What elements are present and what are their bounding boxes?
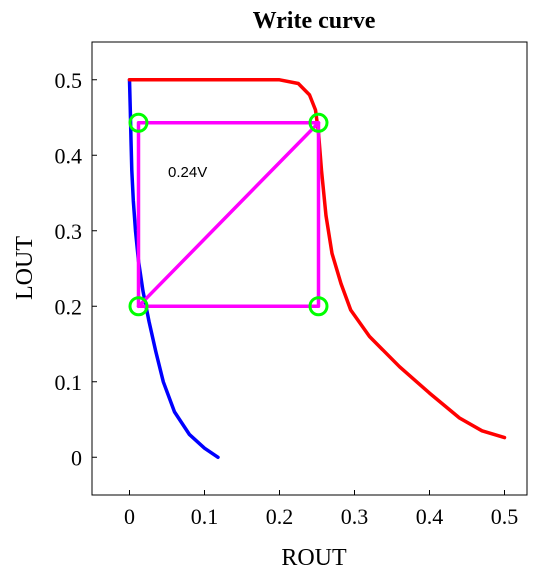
series-line-red-curve: [127, 78, 507, 440]
voltage-annotation: 0.24V: [168, 164, 207, 181]
x-tick-label: 0.5: [491, 504, 519, 529]
plot-area-frame: [91, 41, 528, 496]
series-line-magenta-diagonal: [136, 121, 321, 309]
y-tick-label: 0.2: [55, 294, 83, 319]
y-axis-label: LOUT: [12, 236, 38, 300]
intersection-marker: [308, 112, 329, 133]
series-line-magenta-square: [136, 121, 321, 309]
series-layer: [127, 78, 507, 460]
intersection-marker: [308, 296, 329, 317]
y-tick-label: 0.5: [55, 68, 83, 93]
intersection-marker: [128, 112, 149, 133]
y-tick-label: 0.4: [55, 143, 83, 168]
marker-layer: [128, 112, 329, 317]
chart-title: Write curve: [253, 8, 376, 34]
x-tick-label: 0.1: [191, 504, 219, 529]
series-line-blue-curve: [127, 78, 220, 460]
y-axis-ticks: 0 0.1 0.2 0.3 0.4 0.5: [55, 68, 97, 470]
x-tick-label: 0.4: [416, 504, 444, 529]
x-axis-ticks: 0 0.1 0.2 0.3 0.4 0.5: [124, 490, 518, 529]
intersection-marker: [128, 296, 149, 317]
x-axis-label: ROUT: [281, 545, 347, 571]
x-tick-label: 0.2: [266, 504, 294, 529]
x-tick-label: 0: [124, 504, 135, 529]
x-tick-label: 0.3: [341, 504, 369, 529]
y-tick-label: 0: [71, 445, 82, 470]
y-tick-label: 0.3: [55, 219, 83, 244]
y-tick-label: 0.1: [55, 370, 83, 395]
